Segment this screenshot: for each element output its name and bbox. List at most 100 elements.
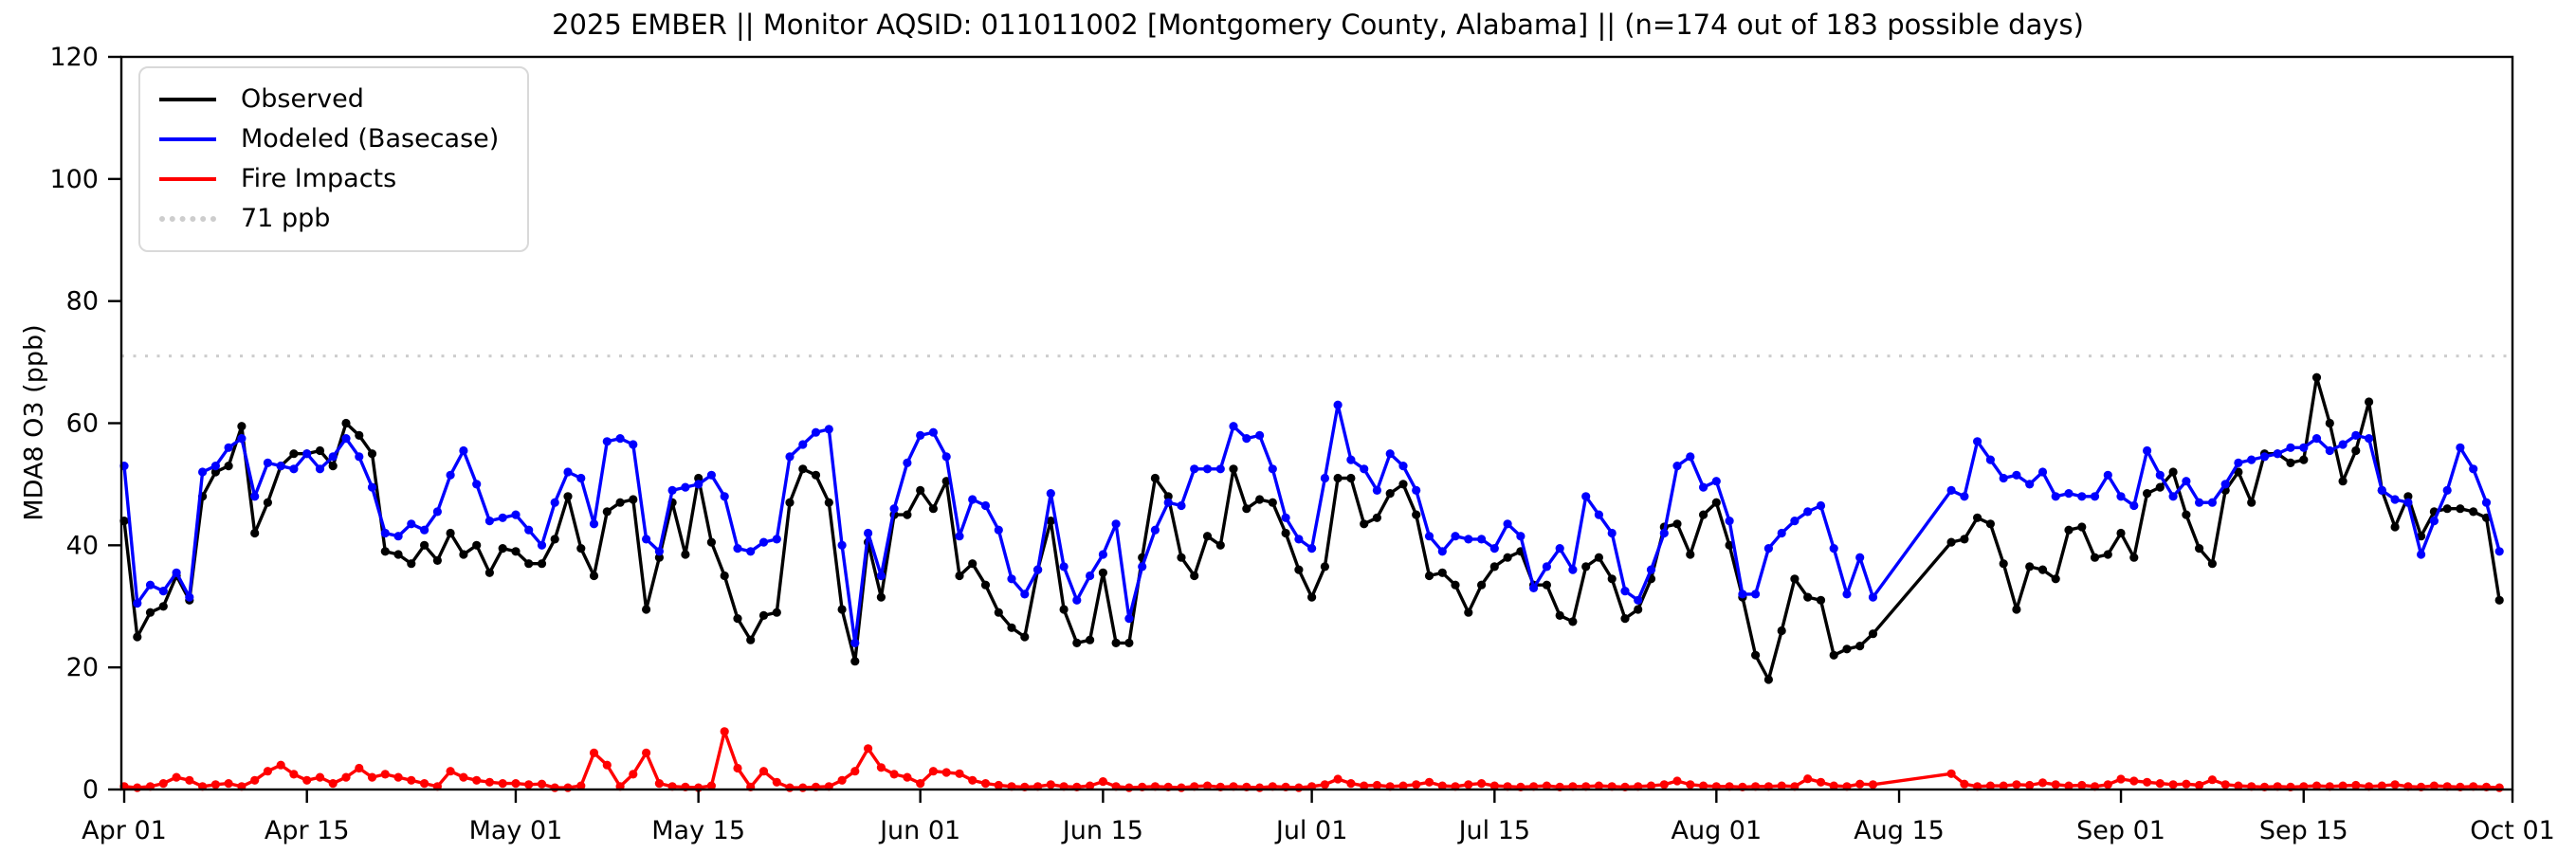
data-point-marker: [1946, 769, 1956, 778]
data-point-marker: [2286, 443, 2295, 452]
data-point-marker: [837, 540, 847, 550]
data-point-marker: [1333, 774, 1343, 784]
data-point-marker: [681, 550, 690, 559]
observed-line-swatch-icon: [159, 98, 216, 101]
data-point-marker: [250, 775, 260, 785]
data-point-marker: [1686, 550, 1695, 559]
data-point-marker: [172, 568, 181, 577]
data-point-marker: [1268, 498, 1277, 507]
data-point-marker: [145, 580, 155, 590]
data-point-marker: [941, 768, 951, 777]
data-point-marker: [1385, 449, 1395, 459]
data-point-marker: [629, 495, 638, 504]
data-point-marker: [1007, 623, 1016, 632]
legend-item-fire-impacts: Fire Impacts: [159, 159, 499, 199]
data-point-marker: [367, 482, 377, 492]
data-point-marker: [1268, 464, 1277, 474]
data-point-marker: [1202, 781, 1213, 790]
data-point-marker: [1360, 464, 1369, 474]
data-point-marker: [2037, 565, 2048, 574]
data-point-marker: [746, 547, 756, 556]
data-point-marker: [250, 492, 260, 501]
data-point-marker: [1242, 434, 1251, 444]
data-point-marker: [2037, 778, 2048, 788]
data-point-marker: [1620, 614, 1630, 624]
data-point-marker: [1072, 595, 1082, 605]
data-point-marker: [654, 547, 665, 556]
data-point-marker: [407, 519, 416, 529]
y-tick-label: 100: [49, 165, 99, 194]
data-point-marker: [2338, 781, 2348, 790]
data-point-marker: [210, 780, 220, 789]
data-point-marker: [903, 510, 912, 519]
data-point-marker: [602, 760, 612, 770]
data-point-marker: [1829, 781, 1838, 790]
data-point-marker: [642, 748, 651, 758]
data-point-marker: [1124, 783, 1134, 792]
x-tick-label: Jun 01: [878, 816, 960, 845]
data-point-marker: [1163, 492, 1173, 501]
data-point-marker: [811, 427, 821, 437]
data-point-marker: [2286, 458, 2295, 467]
data-point-marker: [720, 727, 729, 736]
data-point-marker: [824, 425, 833, 434]
data-point-marker: [1620, 587, 1630, 596]
series-observed: [119, 372, 2504, 684]
data-point-marker: [1973, 437, 1982, 446]
data-point-marker: [1594, 510, 1603, 519]
legend-label-observed: Observed: [241, 84, 364, 114]
data-point-marker: [1437, 547, 1447, 556]
data-point-marker: [524, 525, 534, 535]
data-point-marker: [2311, 781, 2322, 790]
x-tick-label: Jun 15: [1061, 816, 1143, 845]
data-point-marker: [1999, 781, 2008, 790]
data-point-marker: [133, 632, 142, 642]
data-point-marker: [145, 608, 155, 617]
data-point-marker: [2168, 467, 2178, 477]
data-point-marker: [276, 462, 285, 471]
data-point-marker: [1985, 519, 1995, 529]
data-point-marker: [2195, 780, 2204, 790]
data-point-marker: [446, 470, 455, 480]
data-point-marker: [1086, 635, 1095, 644]
data-point-marker: [263, 458, 272, 467]
data-point-marker: [733, 763, 742, 773]
data-point-marker: [498, 544, 507, 554]
data-point-marker: [2365, 397, 2374, 407]
data-point-marker: [537, 779, 547, 789]
data-point-marker: [994, 608, 1003, 617]
data-point-marker: [302, 449, 312, 459]
data-point-marker: [1960, 492, 1969, 501]
data-point-marker: [615, 498, 625, 507]
data-point-marker: [1672, 776, 1682, 786]
data-point-marker: [2182, 510, 2191, 519]
data-point-marker: [511, 779, 521, 789]
data-point-marker: [2182, 779, 2191, 789]
data-point-marker: [916, 485, 925, 496]
data-point-marker: [1163, 498, 1173, 507]
data-point-marker: [1542, 562, 1551, 572]
data-point-marker: [2390, 780, 2400, 789]
data-point-marker: [210, 467, 220, 477]
data-point-marker: [2064, 525, 2074, 535]
data-point-marker: [1320, 473, 1329, 483]
data-point-marker: [1555, 610, 1564, 621]
data-point-marker: [459, 772, 468, 782]
data-point-marker: [537, 559, 547, 569]
data-point-marker: [185, 592, 194, 602]
data-point-marker: [1489, 544, 1499, 554]
data-point-marker: [198, 467, 208, 477]
data-point-marker: [785, 498, 795, 507]
data-point-marker: [1646, 781, 1656, 790]
data-point-marker: [2456, 504, 2465, 514]
data-point-marker: [472, 540, 482, 550]
data-point-marker: [1725, 517, 1734, 526]
data-point-marker: [2168, 492, 2178, 501]
data-point-marker: [694, 473, 703, 483]
data-point-marker: [341, 418, 351, 428]
data-point-marker: [1046, 780, 1055, 789]
data-point-marker: [1177, 553, 1186, 562]
data-point-marker: [824, 498, 833, 507]
data-point-marker: [563, 492, 573, 501]
data-point-marker: [1346, 455, 1356, 464]
